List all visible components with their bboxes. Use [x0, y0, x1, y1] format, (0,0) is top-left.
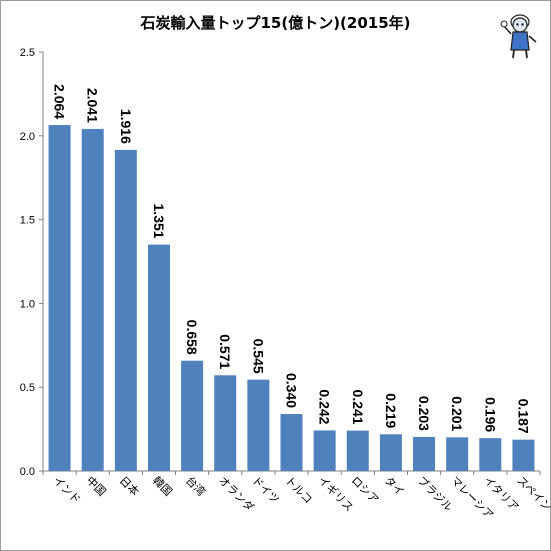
category-label: トルコ [282, 474, 314, 506]
data-label: 0.545 [250, 339, 266, 374]
data-label: 1.916 [118, 109, 134, 144]
category-label: 日本 [117, 473, 142, 498]
category-label: 台湾 [183, 473, 208, 498]
bar [446, 437, 469, 471]
data-label: 0.203 [416, 396, 432, 431]
bar [114, 149, 137, 471]
bar [413, 436, 436, 471]
bar [81, 128, 104, 471]
data-label: 0.340 [284, 373, 300, 408]
category-label: インド [50, 474, 83, 507]
data-label: 0.658 [184, 320, 200, 355]
y-tick-label: 0.0 [20, 466, 35, 478]
bar [247, 379, 270, 471]
chart-title: 石炭輸入量トップ15(億トン)(2015年) [140, 14, 411, 32]
data-label: 0.241 [350, 390, 366, 425]
bar [214, 375, 237, 471]
chart-bars [48, 125, 535, 471]
data-label: 2.064 [52, 84, 68, 119]
category-label: イギリス [316, 474, 356, 514]
category-label: 中国 [84, 474, 109, 499]
bar [313, 430, 336, 471]
bar [181, 360, 204, 471]
bar [512, 439, 535, 471]
bar [48, 125, 71, 471]
bar [379, 434, 402, 471]
y-tick-label: 1.0 [20, 298, 35, 310]
y-tick-label: 1.5 [20, 215, 35, 227]
category-label: スペイン [514, 474, 551, 514]
bar [280, 414, 303, 471]
bar [479, 438, 502, 471]
y-tick-label: 2.0 [20, 131, 35, 143]
data-label: 0.219 [383, 393, 399, 428]
category-label: 韓国 [150, 474, 175, 499]
data-label: 0.196 [482, 397, 498, 432]
bar [147, 244, 170, 471]
data-label: 0.571 [217, 334, 233, 369]
category-label: オランダ [216, 473, 257, 514]
y-tick-label: 2.5 [20, 47, 35, 59]
category-label: タイ [382, 474, 407, 499]
data-label: 2.041 [85, 88, 101, 123]
data-label: 1.351 [151, 204, 167, 239]
data-label: 0.201 [449, 396, 465, 431]
data-label: 0.187 [515, 399, 531, 434]
category-label: ブラジル [415, 473, 456, 514]
bar [346, 430, 369, 471]
mascot-illustration [500, 14, 537, 59]
data-label: 0.242 [317, 389, 333, 424]
y-tick-label: 0.5 [20, 382, 35, 394]
